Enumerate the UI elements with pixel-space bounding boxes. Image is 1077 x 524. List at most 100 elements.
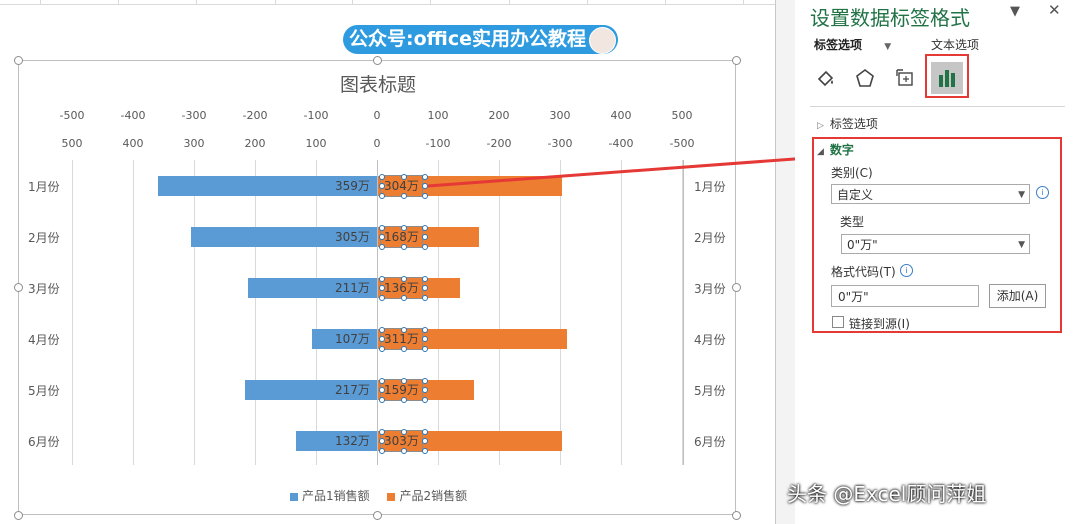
column-divider [587,0,588,4]
column-divider [196,0,197,4]
data-label-series-1: 107万 [335,332,370,346]
selection-handle [379,346,385,352]
gridline [255,160,256,465]
highlight-frame [925,54,969,98]
selection-handle [422,244,428,250]
close-icon[interactable]: ✕ [1048,1,1061,19]
selection-handle [422,285,428,291]
chevron-down-icon: ▼ [1018,240,1025,250]
axis-tick-label: -300 [547,137,573,150]
resize-handle[interactable] [732,56,741,65]
axis-tick-label: -100 [425,137,451,150]
category-label: 3月份 [28,282,60,296]
watermark: 头条 @Excel顾问萍姐 [787,482,987,506]
selection-handle [401,225,407,231]
data-label-series-1: 211万 [335,281,370,295]
bar-series-1 [296,431,377,451]
category-label: 5月份 [28,384,60,398]
axis-tick-label: -100 [303,109,329,122]
category-select[interactable]: 自定义 ▼ [831,184,1030,204]
resize-handle[interactable] [14,511,23,520]
bar-series-2 [377,278,460,298]
format-code-input[interactable]: 0"万" [831,285,979,307]
bar-series-2 [377,227,480,247]
selection-handle [401,346,407,352]
link-to-source-checkbox[interactable] [832,316,844,328]
section-label-options[interactable]: ▷ 标签选项 [817,117,878,131]
vertical-axis [377,160,378,465]
paint-bucket-icon[interactable] [812,64,840,92]
column-divider [275,0,276,4]
resize-handle[interactable] [14,56,23,65]
pentagon-icon[interactable] [851,64,879,92]
selection-handle [401,378,407,384]
divider [810,106,1065,107]
gridline [560,160,561,465]
selection-handle [422,234,428,240]
axis-tick-label: -500 [59,109,85,122]
selection-handle [379,397,385,403]
selection-handle [401,429,407,435]
tab-label-options[interactable]: 标签选项 ▼ [814,38,892,52]
banner-text: 公众号:office实用办公教程 [349,28,586,50]
column-divider [40,0,41,4]
bar-series-2 [377,431,562,451]
selection-handle [379,183,385,189]
legend-item-series-2[interactable]: 产品2销售额 [387,489,467,503]
legend-item-series-1[interactable]: 产品1销售额 [290,489,370,503]
axis-tick-label: 100 [305,137,327,150]
bar-series-1 [311,329,377,349]
selection-handle [379,234,385,240]
pane-splitter[interactable] [775,0,795,524]
add-button[interactable]: 添加(A) [989,284,1046,308]
info-icon: i [1036,186,1049,199]
axis-tick-label: 300 [549,109,571,122]
data-label-series-2: 304万 [380,175,423,197]
axis-tick-label: -200 [242,109,268,122]
column-divider [509,0,510,4]
tab-bar: 标签选项 ▼ 文本选项 [814,36,997,53]
selection-handle [379,327,385,333]
selection-handle [379,429,385,435]
selection-handle [379,378,385,384]
pane-options-dropdown-icon[interactable]: ▼ [1010,4,1020,19]
bar-chart-icon[interactable] [931,62,963,94]
bar-series-1 [248,278,377,298]
data-label-series-2: 168万 [380,226,423,248]
axis-tick-label: 400 [610,109,632,122]
axis-tick-label: -400 [120,109,146,122]
category-label: 类别(C) [831,166,873,180]
selection-handle [379,438,385,444]
resize-handle[interactable] [14,283,23,292]
resize-handle[interactable] [373,511,382,520]
gridline [316,160,317,465]
chevron-down-icon: ◢ [817,147,824,157]
highlight-frame [812,137,1062,333]
gridline [682,160,683,465]
size-properties-icon[interactable] [891,64,919,92]
category-label: 6月份 [694,435,726,449]
gridline [72,160,73,465]
chart-title[interactable]: 图表标题 [339,74,416,96]
resize-handle[interactable] [732,283,741,292]
axis-tick-label: 300 [183,137,205,150]
column-divider [665,0,666,4]
resize-handle[interactable] [373,56,382,65]
gridline [133,160,134,465]
resize-handle[interactable] [732,511,741,520]
gridline [438,160,439,465]
bar-series-2 [377,329,567,349]
selection-handle [379,244,385,250]
selection-handle [422,174,428,180]
chart-legend[interactable]: 产品1销售额 产品2销售额 [290,487,481,504]
link-to-source-label: 链接到源(I) [849,317,910,331]
type-select[interactable]: 0"万" ▼ [841,234,1030,254]
legend-swatch [387,492,396,501]
selection-handle [379,276,385,282]
tab-text-options[interactable]: 文本选项 [930,38,979,52]
category-label: 4月份 [28,333,60,347]
category-label: 4月份 [694,333,726,347]
axis-tick-label: 100 [427,109,449,122]
type-label: 类型 [840,215,865,229]
section-number[interactable]: ◢ 数字 [817,143,854,157]
